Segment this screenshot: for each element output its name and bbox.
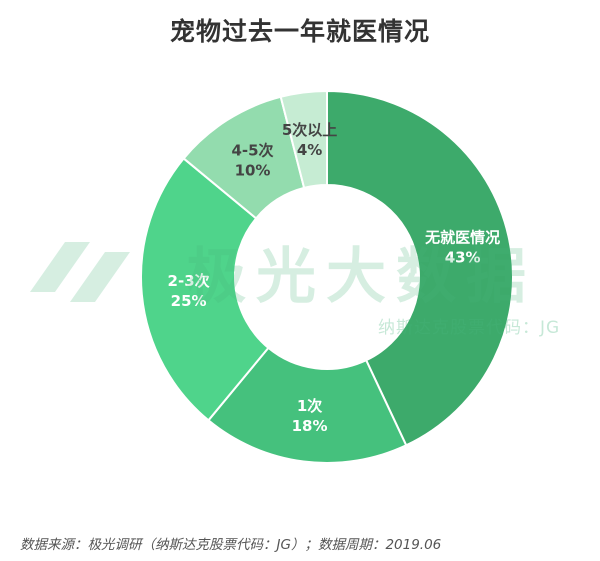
slice-value-label: 25% xyxy=(171,292,207,310)
slice-category-label: 2-3次 xyxy=(168,272,210,290)
slice-category-label: 无就医情况 xyxy=(424,229,500,247)
slice-category-label: 5次以上 xyxy=(282,121,337,139)
watermark-logo-icon xyxy=(30,242,130,302)
slice-value-label: 10% xyxy=(235,162,271,180)
data-source-note: 数据来源：极光调研（纳斯达克股票代码：JG）；数据周期：2019.06 xyxy=(20,537,442,553)
slice-value-label: 18% xyxy=(292,417,328,435)
slice-value-label: 4% xyxy=(297,141,322,159)
donut-slice xyxy=(326,89,514,447)
slice-value-label: 43% xyxy=(445,249,481,267)
slice-category-label: 4-5次 xyxy=(231,142,273,160)
slice-category-label: 1次 xyxy=(297,397,322,415)
donut-slice xyxy=(207,346,408,464)
watermark-subtitle: 纳斯达克股票代码：JG xyxy=(378,318,561,338)
donut-slice xyxy=(140,157,270,422)
chart-title: 宠物过去一年就医情况 xyxy=(169,17,430,46)
donut-slice xyxy=(279,89,328,190)
watermark-text: 极光大数据 xyxy=(186,242,536,312)
